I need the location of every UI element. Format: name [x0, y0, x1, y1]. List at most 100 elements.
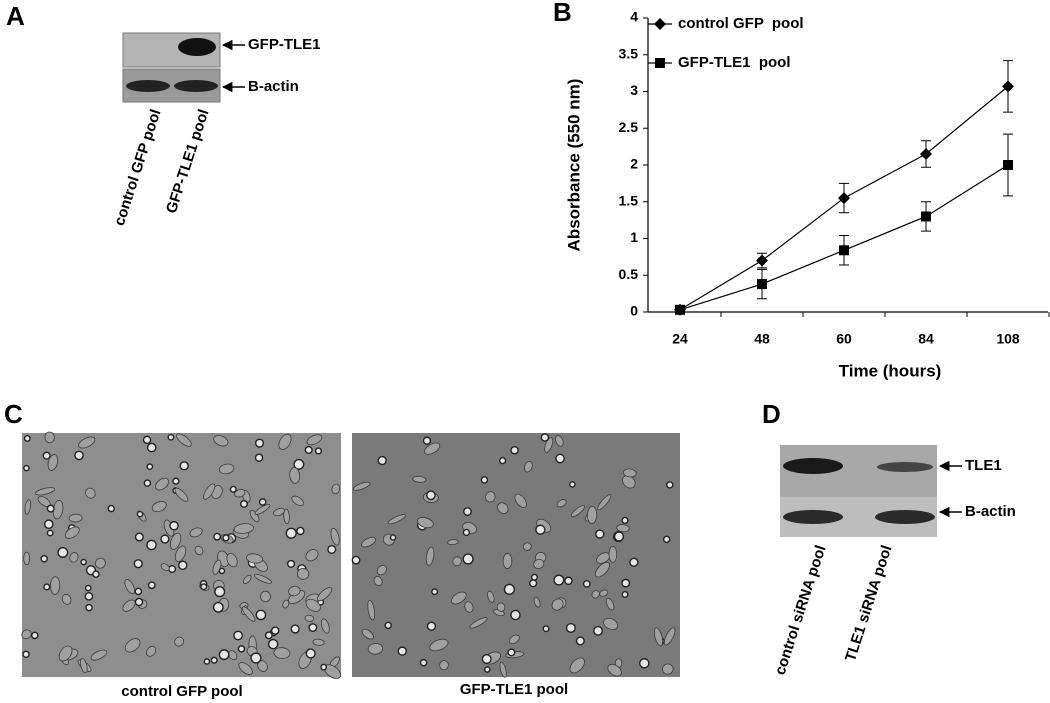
cell — [591, 590, 600, 599]
y-axis-title: Absorbance (550 nm) — [564, 79, 583, 252]
cell — [530, 573, 539, 581]
cell — [174, 545, 187, 563]
x-tick-label: 48 — [754, 331, 770, 347]
cell — [282, 599, 290, 609]
lane-label: control GFP pool — [111, 107, 165, 228]
cell — [629, 557, 639, 568]
cell — [246, 553, 264, 564]
cell — [200, 583, 208, 591]
cell — [639, 658, 650, 669]
cell — [663, 627, 676, 646]
cell — [35, 487, 56, 496]
cell — [270, 626, 280, 635]
cell — [622, 468, 637, 478]
cell — [174, 636, 185, 647]
y-tick-label: 0 — [630, 303, 638, 319]
cell — [429, 638, 449, 652]
cell — [40, 555, 48, 563]
cell — [267, 638, 279, 650]
cell — [237, 645, 246, 653]
cell — [425, 546, 435, 566]
cell — [229, 485, 237, 493]
cell — [42, 451, 51, 460]
lane-label: GFP-TLE1 pool — [163, 107, 213, 215]
cell — [226, 553, 238, 568]
cell — [24, 499, 32, 515]
cell — [594, 561, 610, 578]
cell — [107, 504, 115, 513]
cell — [133, 559, 143, 569]
cell — [439, 660, 449, 671]
cell — [146, 645, 157, 657]
cell — [179, 461, 189, 471]
cell — [522, 542, 532, 551]
cell — [218, 463, 235, 475]
cell — [607, 663, 622, 677]
cell — [22, 650, 30, 659]
y-tick-label: 3 — [630, 82, 638, 98]
cell — [233, 630, 244, 641]
cell — [529, 579, 538, 588]
line-chart: 0 0.5 1 1.5 2 2.5 3 3.5 4 24 48 60 84 108 control GFP … — [619, 9, 1050, 347]
cell — [484, 666, 491, 673]
cell — [317, 587, 333, 602]
cell — [255, 609, 267, 621]
cell — [551, 598, 564, 611]
cell — [661, 663, 674, 675]
cell — [288, 585, 301, 597]
cell — [621, 591, 629, 599]
cell — [61, 593, 72, 605]
cell — [64, 526, 80, 539]
x-axis-title: Time (hours) — [839, 361, 942, 380]
cell — [122, 599, 136, 612]
cell — [136, 510, 144, 518]
cell — [254, 438, 265, 448]
cell — [570, 505, 585, 518]
cell — [452, 556, 462, 567]
cell — [330, 527, 340, 546]
cell — [503, 583, 516, 596]
cell — [203, 658, 211, 665]
cell — [419, 658, 428, 667]
cell — [397, 646, 407, 656]
cell — [312, 638, 325, 646]
cell — [462, 553, 474, 565]
panel-label: B — [553, 0, 572, 27]
cell — [253, 573, 272, 584]
cell — [85, 603, 93, 612]
cell — [447, 539, 459, 546]
band-label: GFP-TLE1 — [248, 36, 321, 53]
cell — [258, 498, 267, 506]
cell — [540, 433, 550, 442]
marker — [675, 304, 685, 315]
cell — [605, 597, 615, 611]
cell — [653, 627, 664, 647]
cell — [124, 579, 135, 595]
panel-label: D — [762, 399, 781, 429]
cell — [556, 499, 567, 508]
panel-label: C — [4, 399, 23, 429]
cell — [480, 476, 489, 484]
cell — [306, 434, 323, 446]
y-tick-label: 2.5 — [619, 119, 639, 135]
blot-band — [174, 80, 218, 92]
cell — [608, 546, 618, 563]
cell — [426, 490, 436, 501]
cell — [31, 631, 39, 640]
cell — [485, 491, 496, 503]
cell — [134, 532, 144, 542]
cell — [46, 504, 55, 513]
cell — [286, 559, 296, 568]
cell — [289, 467, 301, 484]
cell — [160, 534, 170, 544]
marker — [839, 245, 849, 256]
cell — [622, 475, 636, 489]
cell — [291, 495, 304, 507]
cell — [260, 590, 271, 603]
cell — [241, 606, 256, 622]
cell — [203, 483, 216, 500]
cell — [194, 545, 204, 556]
cell — [169, 520, 179, 531]
cell — [542, 625, 550, 633]
